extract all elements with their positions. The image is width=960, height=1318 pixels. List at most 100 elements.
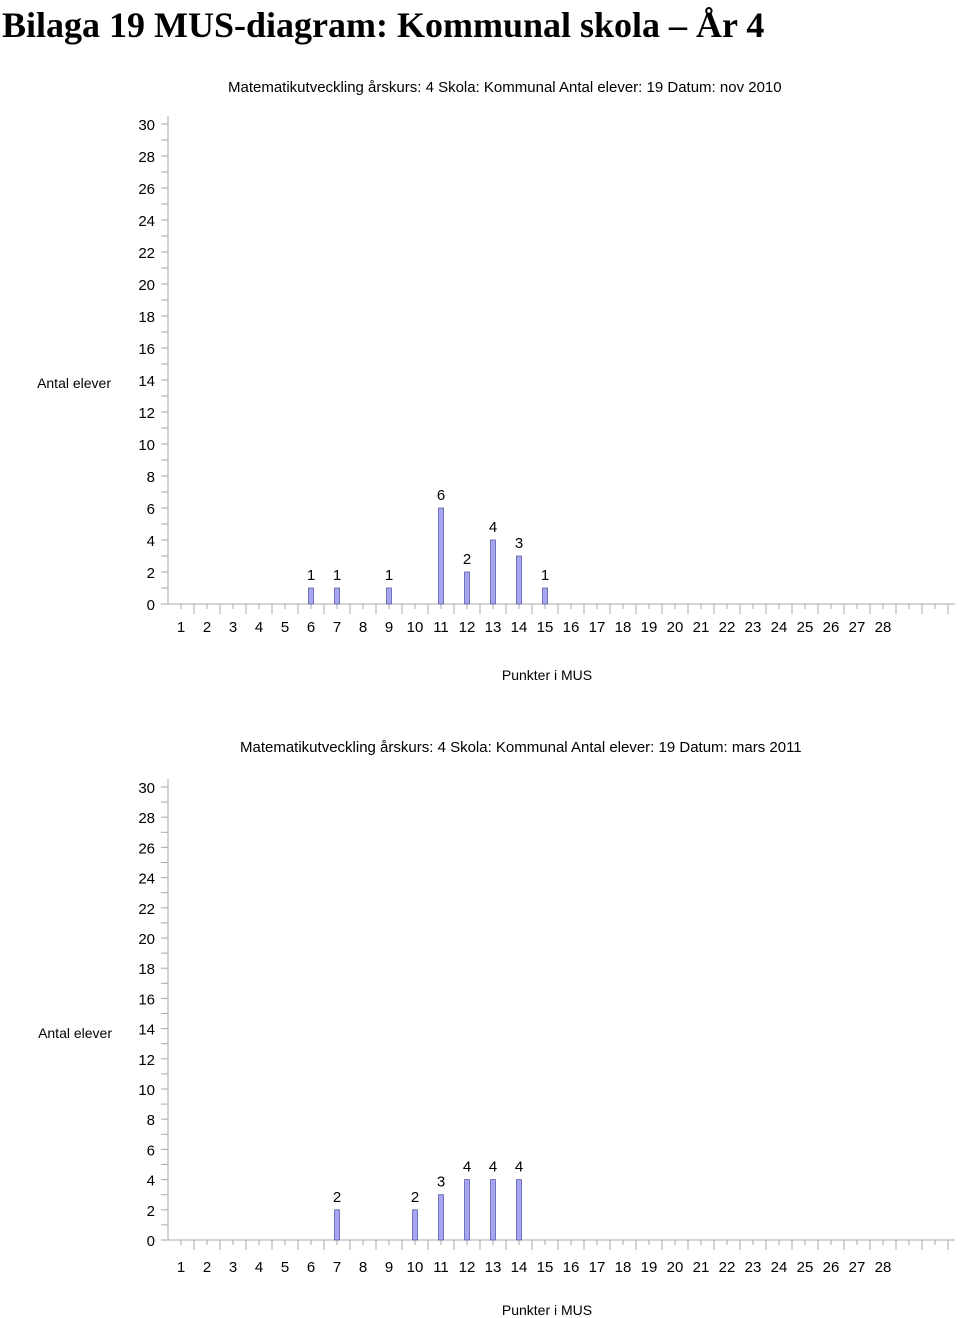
chart-2-x-tick-label: 28: [875, 1259, 892, 1276]
chart-1-data-label: 4: [489, 519, 497, 536]
chart-1-bar: [334, 587, 340, 605]
chart-2-x-tick-label: 2: [203, 1259, 211, 1276]
chart-1-y-tick-label: 26: [138, 181, 155, 198]
chart-1-y-tick-label: 0: [147, 597, 155, 614]
chart-2-x-tick-label: 6: [307, 1259, 315, 1276]
chart-1-x-tick-label: 12: [459, 619, 476, 636]
chart-2-y-tick-label: 18: [138, 961, 155, 978]
chart-1-y-tick-label: 24: [138, 213, 155, 230]
chart-2-y-tick-label: 6: [147, 1142, 155, 1159]
chart-1-y-tick-label: 22: [138, 245, 155, 262]
chart-1-x-tick-label: 26: [823, 619, 840, 636]
chart-2-y-tick-label: 20: [138, 931, 155, 948]
page-title: Bilaga 19 MUS-diagram: Kommunal skola – …: [2, 5, 765, 45]
chart-2-x-tick-label: 10: [407, 1259, 424, 1276]
chart-1-x-tick-label: 23: [745, 619, 762, 636]
chart-1-x-tick-label: 13: [485, 619, 502, 636]
chart-1-x-tick-label: 27: [849, 619, 866, 636]
chart-1-x-tick-label: 11: [433, 619, 449, 636]
chart-2-x-tick-label: 26: [823, 1259, 840, 1276]
chart-1-y-tick-label: 6: [147, 501, 155, 518]
chart-1-y-tick-label: 20: [138, 277, 155, 294]
chart-2-x-tick-label: 13: [485, 1259, 502, 1276]
chart-1-bar: [542, 587, 548, 605]
chart-2-data-label: 4: [463, 1159, 471, 1176]
chart-2-x-tick-label: 11: [433, 1259, 449, 1276]
chart-1-data-label: 1: [307, 567, 315, 584]
chart-1-x-tick-label: 10: [407, 619, 424, 636]
chart-1-y-tick-label: 2: [147, 565, 155, 582]
chart-2-bar: [490, 1179, 496, 1241]
chart-2-bar: [516, 1179, 522, 1241]
chart-2-y-tick-label: 4: [147, 1173, 155, 1190]
chart-2-x-tick-label: 17: [589, 1259, 606, 1276]
chart-2-y-tick-label: 26: [138, 840, 155, 857]
chart-1-bar: [386, 587, 392, 605]
chart-2-x-tick-label: 20: [667, 1259, 684, 1276]
chart-2-y-tick-label: 12: [138, 1052, 155, 1069]
chart-2-y-tick-label: 10: [138, 1082, 155, 1099]
chart-1-x-tick-label: 1: [177, 619, 185, 636]
chart-1-y-tick-label: 4: [147, 533, 155, 550]
chart-1-x-tick-label: 28: [875, 619, 892, 636]
chart-1-x-tick-label: 9: [385, 619, 393, 636]
chart-1-x-tick-label: 24: [771, 619, 788, 636]
chart-1-y-tick-label: 12: [138, 405, 155, 422]
chart-1-x-tick-label: 14: [511, 619, 528, 636]
chart-1-x-tick-label: 3: [229, 619, 237, 636]
chart-2-y-tick-label: 14: [138, 1022, 155, 1039]
chart-2-data-label: 3: [437, 1174, 445, 1191]
chart-2-bar: [464, 1179, 470, 1241]
chart-1-data-label: 6: [437, 487, 445, 504]
chart-2-y-tick-label: 2: [147, 1203, 155, 1220]
chart-1-x-tick-label: 4: [255, 619, 263, 636]
chart-2-x-tick-label: 24: [771, 1259, 788, 1276]
chart-2-x-tick-label: 14: [511, 1259, 528, 1276]
chart-1-x-axis-label: Punkter i MUS: [502, 667, 592, 683]
chart-2-x-axis-label: Punkter i MUS: [502, 1302, 592, 1318]
chart-2-x-tick-label: 7: [333, 1259, 341, 1276]
chart-1-y-tick-label: 16: [138, 341, 155, 358]
chart-2-x-tick-label: 22: [719, 1259, 736, 1276]
chart-1-x-tick-label: 25: [797, 619, 814, 636]
chart-1-x-tick-label: 15: [537, 619, 554, 636]
chart-2-x-tick-label: 4: [255, 1259, 263, 1276]
chart-1-bar: [438, 507, 444, 605]
chart-2-y-tick-label: 28: [138, 810, 155, 827]
chart-2-y-tick-label: 24: [138, 871, 155, 888]
chart-1-y-tick-label: 18: [138, 309, 155, 326]
chart-1-bar: [308, 587, 314, 605]
chart-1-y-tick-label: 30: [138, 117, 155, 134]
chart-2-y-tick-label: 8: [147, 1112, 155, 1129]
chart-2-data-label: 4: [489, 1159, 497, 1176]
chart-1-x-tick-label: 5: [281, 619, 289, 636]
chart-1-x-tick-label: 19: [641, 619, 658, 636]
chart-1-x-tick-label: 22: [719, 619, 736, 636]
chart-2-x-tick-label: 16: [563, 1259, 580, 1276]
chart-1-x-tick-label: 17: [589, 619, 606, 636]
chart-2-y-tick-label: 30: [138, 780, 155, 797]
chart-2-x-tick-label: 12: [459, 1259, 476, 1276]
chart-1-x-tick-label: 18: [615, 619, 632, 636]
chart-2-x-tick-label: 9: [385, 1259, 393, 1276]
chart-2-y-axis-label: Antal elever: [38, 1025, 112, 1041]
chart-1-bar: [490, 539, 496, 605]
chart-1-data-label: 1: [333, 567, 341, 584]
chart-2-bar: [438, 1194, 444, 1241]
chart-2-x-tick-label: 8: [359, 1259, 367, 1276]
chart-1-x-tick-label: 20: [667, 619, 684, 636]
chart-2-x-tick-label: 3: [229, 1259, 237, 1276]
chart-1-data-label: 2: [463, 551, 471, 568]
chart-1-x-tick-label: 6: [307, 619, 315, 636]
chart-1-data-label: 1: [385, 567, 393, 584]
chart-2-bar: [334, 1209, 340, 1241]
chart-2-data-label: 2: [411, 1189, 419, 1206]
chart-1-data-label: 3: [515, 535, 523, 552]
chart-2-bar: [412, 1209, 418, 1241]
chart-2-data-label: 4: [515, 1159, 523, 1176]
chart-1-data-label: 1: [541, 567, 549, 584]
chart-2-x-tick-label: 27: [849, 1259, 866, 1276]
chart-2-y-tick-label: 0: [147, 1233, 155, 1250]
chart-2-x-tick-label: 21: [693, 1259, 710, 1276]
